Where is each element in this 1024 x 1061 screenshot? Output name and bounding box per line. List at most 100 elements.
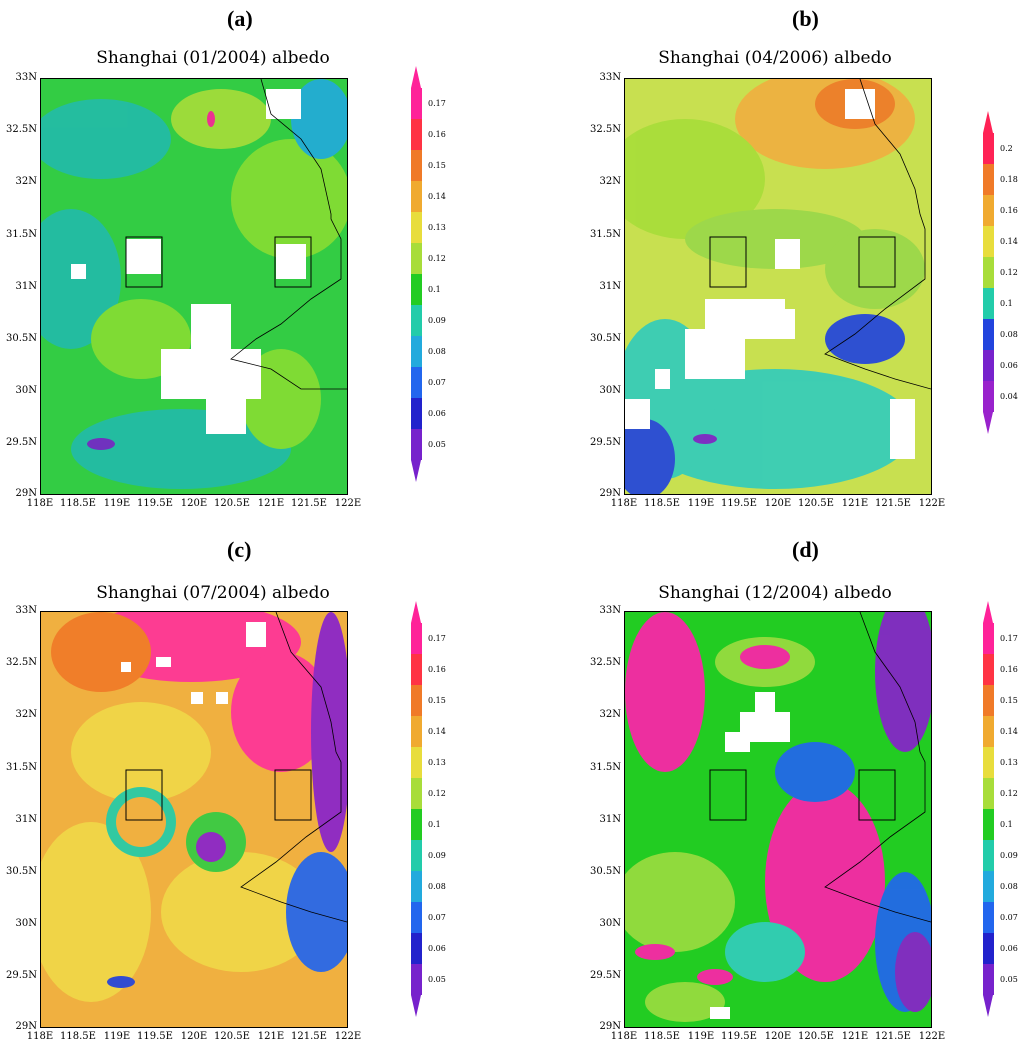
- y-tick: 30.5N: [5, 866, 37, 877]
- colorbar-label: 0.17: [428, 633, 446, 643]
- colorbar-segment: [983, 809, 994, 840]
- colorbar-segment: [411, 809, 422, 840]
- colorbar-label: 0.08: [428, 881, 446, 891]
- colorbar-segment: [983, 350, 994, 381]
- y-tick: 32N: [599, 176, 621, 187]
- colorbar-label: 0.15: [428, 160, 446, 170]
- colorbar-segment: [411, 181, 422, 212]
- colorbar-segment: [983, 716, 994, 747]
- colorbar-arrow-up: [411, 66, 421, 88]
- y-tick: 29N: [15, 488, 37, 499]
- x-tick: 118E: [26, 1031, 54, 1042]
- y-tick: 32N: [15, 176, 37, 187]
- x-tick: 122E: [334, 498, 362, 509]
- colorbar-segment: [983, 654, 994, 685]
- colorbar-label: 0.05: [1000, 974, 1018, 984]
- map-title: Shanghai (12/2004) albedo: [658, 583, 892, 603]
- colorbar-segment: [983, 257, 994, 288]
- colorbar-segment: [983, 747, 994, 778]
- y-tick: 31N: [599, 814, 621, 825]
- colorbar-label: 0.14: [1000, 236, 1018, 246]
- x-tick: 121E: [841, 498, 869, 509]
- y-tick: 30N: [15, 918, 37, 929]
- y-tick: 31.5N: [589, 229, 621, 240]
- colorbar-label: 0.06: [428, 943, 446, 953]
- colorbar-segment: [411, 398, 422, 429]
- colorbar-segment: [411, 964, 422, 995]
- colorbar-label: 0.06: [1000, 360, 1018, 370]
- albedo-field: [625, 612, 931, 1027]
- x-tick: 121E: [257, 1031, 285, 1042]
- colorbar-label: 0.1: [1000, 298, 1013, 308]
- colorbar-label: 0.12: [428, 253, 446, 263]
- y-tick: 32.5N: [5, 124, 37, 135]
- x-tick: 121.5E: [291, 1031, 327, 1042]
- colorbar-segment: [411, 623, 422, 654]
- colorbar: 0.17 0.16 0.15 0.14 0.13 0.12 0.1 0.09 0.08 0.07 0…: [983, 531, 1024, 1061]
- colorbar-segment: [411, 654, 422, 685]
- colorbar-label: 0.06: [428, 408, 446, 418]
- colorbar-label: 0.12: [428, 788, 446, 798]
- x-tick: 119E: [103, 498, 131, 509]
- y-tick: 32.5N: [589, 124, 621, 135]
- y-tick: 29.5N: [589, 437, 621, 448]
- colorbar-segment: [983, 288, 994, 319]
- colorbar-label: 0.2: [1000, 143, 1013, 153]
- y-tick: 33N: [15, 72, 37, 83]
- colorbar-segment: [983, 133, 994, 164]
- colorbar-segment: [411, 88, 422, 119]
- x-tick: 119.5E: [721, 498, 757, 509]
- x-tick: 122E: [918, 1031, 946, 1042]
- colorbar-segment: [411, 336, 422, 367]
- y-tick: 31N: [599, 281, 621, 292]
- y-tick: 32.5N: [589, 657, 621, 668]
- y-tick: 31.5N: [5, 762, 37, 773]
- x-tick: 122E: [918, 498, 946, 509]
- colorbar-label: 0.17: [1000, 633, 1018, 643]
- colorbar-label: 0.12: [1000, 788, 1018, 798]
- colorbar-segment: [411, 747, 422, 778]
- colorbar-label: 0.17: [428, 98, 446, 108]
- panel-letter: (b): [792, 6, 819, 31]
- albedo-field: [41, 79, 347, 494]
- colorbar-label: 0.16: [428, 664, 446, 674]
- colorbar-segment: [983, 623, 994, 654]
- colorbar-label: 0.15: [428, 695, 446, 705]
- y-tick: 30.5N: [589, 333, 621, 344]
- x-tick: 121.5E: [875, 498, 911, 509]
- x-tick: 119.5E: [137, 1031, 173, 1042]
- y-tick: 29.5N: [5, 970, 37, 981]
- colorbar-segment: [983, 319, 994, 350]
- colorbar-segment: [983, 902, 994, 933]
- y-tick: 30N: [15, 385, 37, 396]
- colorbar-label: 0.1: [428, 284, 441, 294]
- colorbar-arrow-up: [983, 601, 993, 623]
- colorbar-label: 0.12: [1000, 267, 1018, 277]
- x-tick: 119.5E: [721, 1031, 757, 1042]
- colorbar-segment: [983, 685, 994, 716]
- colorbar-label: 0.08: [428, 346, 446, 356]
- colorbar-segment: [983, 381, 994, 412]
- map-title: Shanghai (04/2006) albedo: [658, 48, 892, 68]
- colorbar-label: 0.07: [1000, 912, 1018, 922]
- albedo-map: [624, 78, 932, 495]
- x-tick: 119.5E: [137, 498, 173, 509]
- colorbar-label: 0.15: [1000, 695, 1018, 705]
- colorbar-label: 0.09: [1000, 850, 1018, 860]
- colorbar-label: 0.08: [1000, 881, 1018, 891]
- y-tick: 33N: [599, 605, 621, 616]
- colorbar-label: 0.1: [1000, 819, 1013, 829]
- x-tick: 118E: [610, 1031, 638, 1042]
- colorbar-segment: [983, 840, 994, 871]
- albedo-map: [40, 78, 348, 495]
- y-tick: 29.5N: [5, 437, 37, 448]
- y-tick: 29.5N: [589, 970, 621, 981]
- colorbar-segment: [983, 195, 994, 226]
- y-tick: 29N: [599, 488, 621, 499]
- colorbar-segment: [411, 933, 422, 964]
- colorbar-label: 0.04: [1000, 391, 1018, 401]
- colorbar-arrow-down: [411, 460, 421, 482]
- colorbar-label: 0.08: [1000, 329, 1018, 339]
- colorbar-segment: [411, 429, 422, 460]
- colorbar: 0.17 0.16 0.15 0.14 0.13 0.12 0.1 0.09 0.08 0.07 0…: [411, 0, 461, 530]
